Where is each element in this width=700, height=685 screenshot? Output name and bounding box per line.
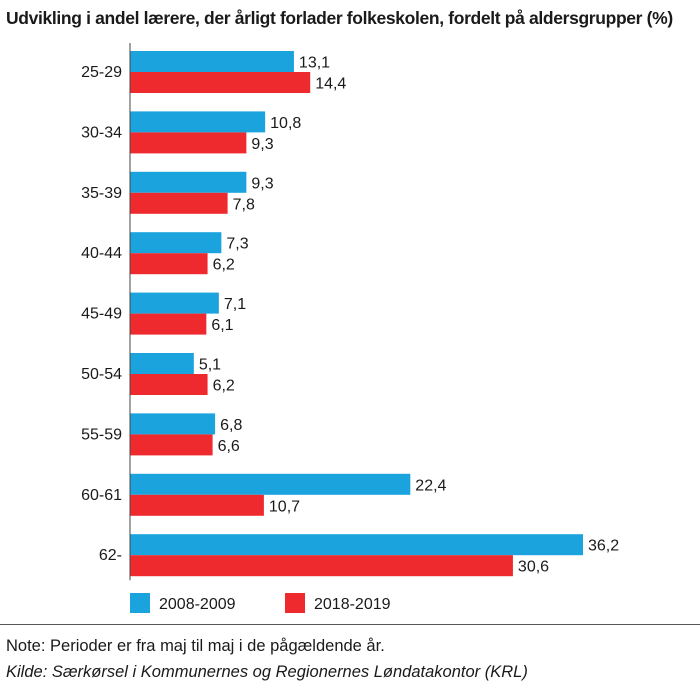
- value-label-2008-2009-25-29: 13,1: [299, 55, 330, 72]
- category-label-35-39: 35-39: [81, 185, 122, 202]
- category-labels-group: 25-29 30-34 35-39 40-44 45-49 50-54 55-59 60-61…: [81, 64, 122, 564]
- legend-label-2008-2009: 2008-2009: [159, 596, 236, 613]
- bars-group: [130, 51, 583, 577]
- bar-2008-2009-60-61: [130, 473, 411, 495]
- category-label-40-44: 40-44: [81, 245, 122, 262]
- value-label-2008-2009-55-59: 6,8: [220, 417, 242, 434]
- legend-label-2018-2019: 2018-2019: [314, 596, 391, 613]
- bar-2018-2019-25-29: [130, 72, 311, 93]
- category-label-45-49: 45-49: [81, 306, 122, 323]
- bar-2008-2009-25-29: [130, 51, 294, 72]
- value-label-2008-2009-60-61: 22,4: [415, 477, 446, 494]
- value-label-2008-2009-45-49: 7,1: [224, 296, 246, 313]
- value-label-2008-2009-50-54: 5,1: [199, 357, 221, 374]
- footnote: Note: Perioder er fra maj til maj i de p…: [6, 637, 385, 655]
- bar-chart: 25-29 30-34 35-39 40-44 45-49 50-54 55-59 60-61…: [81, 43, 619, 613]
- bar-2008-2009-30-34: [130, 111, 266, 133]
- value-labels-group: 13,1 14,4 10,8 9,3 9,3 7,8 7,3 6,2 7,1 6,1 5,1 6,2 6…: [199, 55, 619, 576]
- category-label-60-61: 60-61: [81, 487, 122, 504]
- value-label-2008-2009-30-34: 10,8: [270, 115, 301, 132]
- category-label-55-59: 55-59: [81, 426, 122, 443]
- bar-2008-2009-50-54: [130, 353, 194, 374]
- footer-divider: [0, 624, 700, 625]
- bar-2018-2019-45-49: [130, 313, 207, 335]
- bar-2008-2009-40-44: [130, 232, 222, 254]
- legend-swatch-2008-2009: [130, 593, 150, 613]
- source-credit: Kilde: Særkørsel i Kommunernes og Region…: [6, 663, 528, 681]
- value-label-2018-2019-50-54: 6,2: [213, 378, 235, 395]
- category-label-25-29: 25-29: [81, 64, 122, 81]
- legend-swatch-2018-2019: [285, 593, 305, 613]
- value-label-2018-2019-55-59: 6,6: [218, 438, 240, 455]
- bar-2018-2019-50-54: [130, 374, 208, 395]
- value-label-2008-2009-62-: 36,2: [588, 538, 619, 555]
- bar-2018-2019-40-44: [130, 253, 208, 275]
- bar-2018-2019-35-39: [130, 192, 228, 214]
- bar-2008-2009-45-49: [130, 292, 219, 314]
- value-label-2008-2009-40-44: 7,3: [226, 236, 248, 253]
- bar-2018-2019-60-61: [130, 494, 264, 516]
- value-label-2018-2019-35-39: 7,8: [233, 196, 255, 213]
- value-label-2018-2019-62-: 30,6: [518, 559, 549, 576]
- value-label-2018-2019-60-61: 10,7: [269, 498, 300, 515]
- value-label-2018-2019-40-44: 6,2: [213, 257, 235, 274]
- legend: 2008-2009 2018-2019: [130, 593, 391, 613]
- value-label-2008-2009-35-39: 9,3: [251, 175, 273, 192]
- category-label-50-54: 50-54: [81, 366, 122, 383]
- bar-2008-2009-55-59: [130, 413, 216, 435]
- bar-2008-2009-62-: [130, 534, 583, 556]
- category-label-62: 62-: [99, 547, 122, 564]
- bar-2008-2009-35-39: [130, 171, 247, 193]
- value-label-2018-2019-45-49: 6,1: [211, 317, 233, 334]
- value-label-2018-2019-25-29: 14,4: [315, 76, 346, 93]
- bar-2018-2019-62-: [130, 555, 513, 577]
- chart-title: Udvikling i andel lærere, der årligt for…: [6, 8, 673, 28]
- value-label-2018-2019-30-34: 9,3: [251, 136, 273, 153]
- bar-2018-2019-55-59: [130, 434, 213, 456]
- bar-2018-2019-30-34: [130, 132, 247, 154]
- category-label-30-34: 30-34: [81, 124, 122, 141]
